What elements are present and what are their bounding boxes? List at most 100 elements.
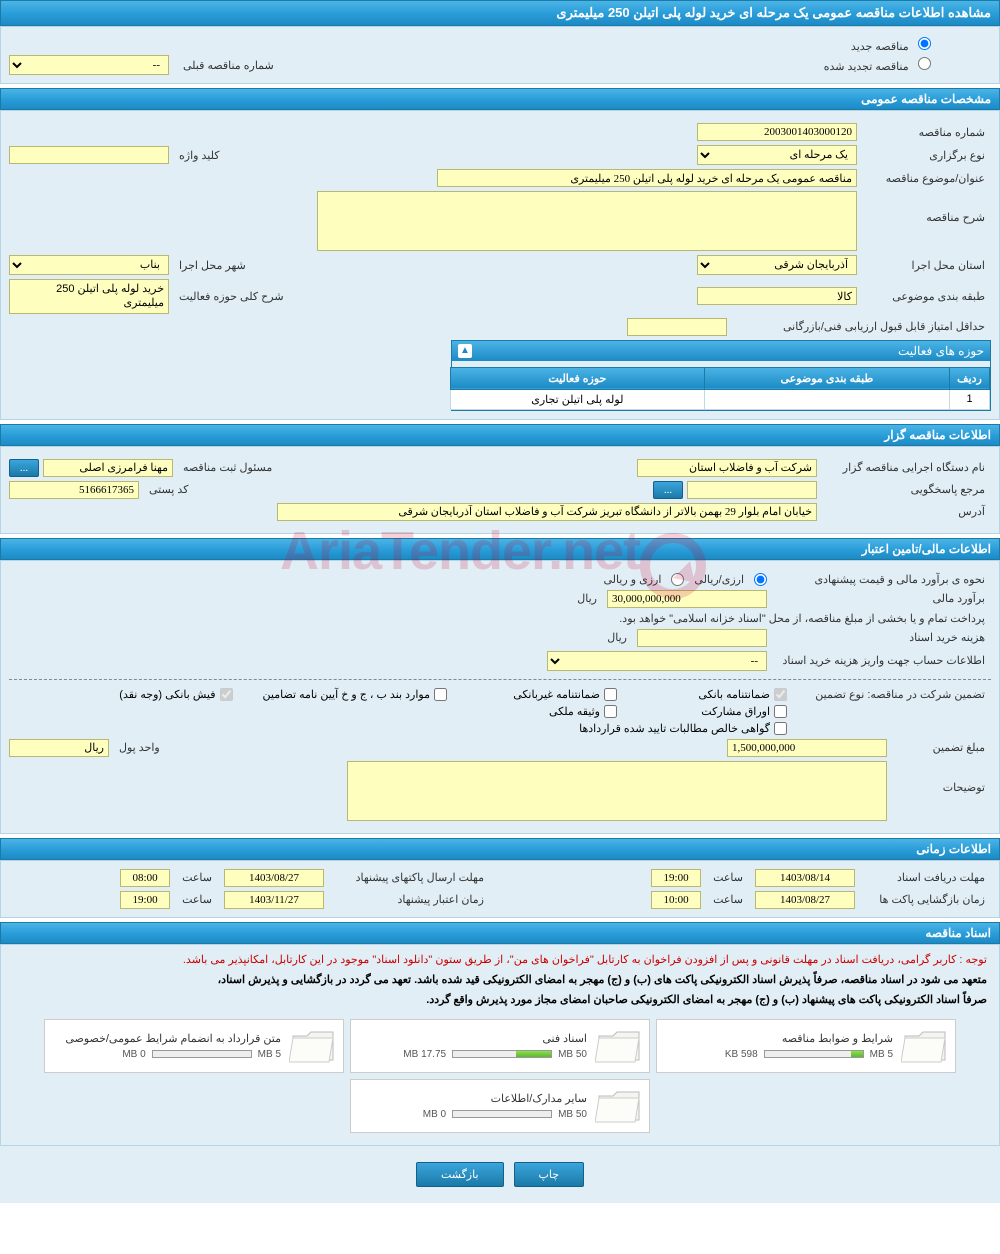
doc-account-label: اطلاعات حساب جهت واریز هزینه خرید اسناد	[771, 654, 991, 667]
cb-regulation-items[interactable]	[434, 688, 447, 701]
city-select[interactable]: بناب	[9, 255, 169, 275]
doc-used: 0 MB	[423, 1109, 446, 1120]
time-label-1: ساعت	[707, 871, 749, 884]
min-score-field[interactable]	[627, 318, 727, 336]
guarantee-amount-field[interactable]	[727, 739, 887, 757]
cb-nonbank-guarantee[interactable]	[604, 688, 617, 701]
doc-receipt-label: مهلت دریافت اسناد	[861, 871, 991, 884]
province-select[interactable]: آذربایجان شرقی	[697, 255, 857, 275]
address-label: آدرس	[821, 505, 991, 518]
activity-table-title: حوزه های فعالیت	[898, 344, 984, 358]
radio-currency-rial-label: ارزی/ریالی	[688, 573, 750, 586]
opening-date[interactable]	[755, 891, 855, 909]
estimate-method-label: نحوه ی برآورد مالی و قیمت پیشنهادی	[771, 573, 991, 586]
contact-lookup-button[interactable]: ...	[653, 481, 683, 499]
collapse-icon[interactable]: ▲	[458, 344, 472, 358]
estimate-field[interactable]	[607, 590, 767, 608]
validity-label: زمان اعتبار پیشنهاد	[330, 893, 490, 906]
holding-type-select[interactable]: یک مرحله ای	[697, 145, 857, 165]
tender-number-label: شماره مناقصه	[861, 126, 991, 139]
black-notice-1: متعهد می شود در اسناد مناقصه، صرفاً پذیر…	[5, 970, 995, 991]
proposal-deadline-time[interactable]	[120, 869, 170, 887]
address-field[interactable]	[277, 503, 817, 521]
document-tile[interactable]: سایر مدارک/اطلاعات 50 MB 0 MB	[350, 1079, 650, 1133]
print-button[interactable]: چاپ	[514, 1162, 585, 1187]
folder-icon	[901, 1026, 949, 1066]
doc-title: سایر مدارک/اطلاعات	[357, 1092, 587, 1105]
red-notice: توجه : کاربر گرامی، دریافت اسناد در مهلت…	[5, 949, 995, 970]
black-notice-2: صرفاً اسناد الکترونیکی پاکت های پیشنهاد …	[5, 990, 995, 1011]
keyword-label: کلید واژه	[173, 149, 225, 162]
proposal-deadline-date[interactable]	[224, 869, 324, 887]
table-row: 1لوله پلی اتیلن تجاری	[451, 389, 990, 409]
cb-net-claims[interactable]	[774, 722, 787, 735]
doc-title: اسناد فنی	[357, 1032, 587, 1045]
cb-bonds[interactable]	[774, 705, 787, 718]
section-header-financial: اطلاعات مالی/تامین اعتبار	[0, 538, 1000, 560]
remarks-field[interactable]	[347, 761, 887, 821]
postal-label: کد پستی	[143, 483, 194, 496]
cb-bank-receipt[interactable]	[220, 688, 233, 701]
contact-field[interactable]	[687, 481, 817, 499]
cb-bank-receipt-label: فیش بانکی (وجه نقد)	[119, 688, 215, 701]
radio-new-tender[interactable]	[918, 37, 931, 50]
progress-bar	[152, 1050, 252, 1058]
prev-number-select[interactable]: --	[9, 55, 169, 75]
time-label-4: ساعت	[176, 893, 218, 906]
tender-type-panel: مناقصه جدید مناقصه تجدید شده شماره مناقص…	[0, 26, 1000, 84]
folder-icon	[289, 1026, 337, 1066]
section-header-documents: اسناد مناقصه	[0, 922, 1000, 944]
doc-total: 50 MB	[558, 1049, 587, 1060]
doc-receipt-time[interactable]	[651, 869, 701, 887]
validity-date[interactable]	[224, 891, 324, 909]
currency-unit-field[interactable]	[9, 739, 109, 757]
radio-currency-rial[interactable]	[754, 573, 767, 586]
cb-net-claims-label: گواهی خالص مطالبات تایید شده قراردادها	[579, 722, 770, 735]
doc-total: 50 MB	[558, 1109, 587, 1120]
back-button[interactable]: بازگشت	[416, 1162, 504, 1187]
cb-bank-guarantee-label: ضمانتنامه بانکی	[698, 688, 770, 701]
radio-renewed-tender[interactable]	[918, 57, 931, 70]
cb-bank-guarantee[interactable]	[774, 688, 787, 701]
min-score-label: حداقل امتیاز قابل قبول ارزیابی فنی/بازرگ…	[731, 320, 991, 333]
action-bar: چاپ بازگشت	[0, 1146, 1000, 1203]
doc-account-select[interactable]: --	[547, 651, 767, 671]
doc-title: متن قرارداد به انضمام شرایط عمومی/خصوصی	[51, 1032, 281, 1045]
progress-bar	[452, 1050, 552, 1058]
description-label: شرح مناقصه	[861, 191, 991, 224]
tender-number-field[interactable]	[697, 123, 857, 141]
agency-field[interactable]	[637, 459, 817, 477]
cb-regulation-items-label: موارد بند ب ، ج و خ آیین نامه تضامین	[263, 688, 430, 701]
province-label: استان محل اجرا	[861, 259, 991, 272]
responsible-lookup-button[interactable]: ...	[9, 459, 39, 477]
opening-time[interactable]	[651, 891, 701, 909]
holding-type-label: نوع برگزاری	[861, 149, 991, 162]
document-tile[interactable]: شرایط و ضوابط مناقصه5 MB598 KB	[656, 1019, 956, 1073]
doc-cost-field[interactable]	[637, 629, 767, 647]
doc-cost-label: هزینه خرید اسناد	[771, 631, 991, 644]
doc-used: 598 KB	[725, 1049, 758, 1060]
time-label-3: ساعت	[707, 893, 749, 906]
time-label-2: ساعت	[176, 871, 218, 884]
doc-receipt-date[interactable]	[755, 869, 855, 887]
radio-currency-rial-foreign[interactable]	[671, 573, 684, 586]
opening-label: زمان بازگشایی پاکت ها	[861, 893, 991, 906]
activity-scope-field: خرید لوله پلی اتیلن 250 میلیمتری	[9, 279, 169, 314]
subject-field[interactable]	[437, 169, 857, 187]
doc-used: 0 MB	[122, 1049, 145, 1060]
description-field[interactable]	[317, 191, 857, 251]
responsible-field[interactable]	[43, 459, 173, 477]
postal-field[interactable]	[9, 481, 139, 499]
keyword-field[interactable]	[9, 146, 169, 164]
validity-time[interactable]	[120, 891, 170, 909]
responsible-label: مسئول ثبت مناقصه	[177, 461, 278, 474]
document-tile[interactable]: متن قرارداد به انضمام شرایط عمومی/خصوصی5…	[44, 1019, 344, 1073]
guarantee-amount-label: مبلغ تضمین	[891, 741, 991, 754]
page-title: مشاهده اطلاعات مناقصه عمومی یک مرحله ای …	[0, 0, 1000, 26]
treasury-notice: پرداخت تمام و یا بخشی از مبلغ مناقصه، از…	[613, 612, 991, 625]
category-field[interactable]	[697, 287, 857, 305]
rial-unit-2: ریال	[601, 631, 633, 644]
document-tile[interactable]: اسناد فنی50 MB17.75 MB	[350, 1019, 650, 1073]
contact-label: مرجع پاسخگویی	[821, 483, 991, 496]
cb-property-pledge[interactable]	[604, 705, 617, 718]
